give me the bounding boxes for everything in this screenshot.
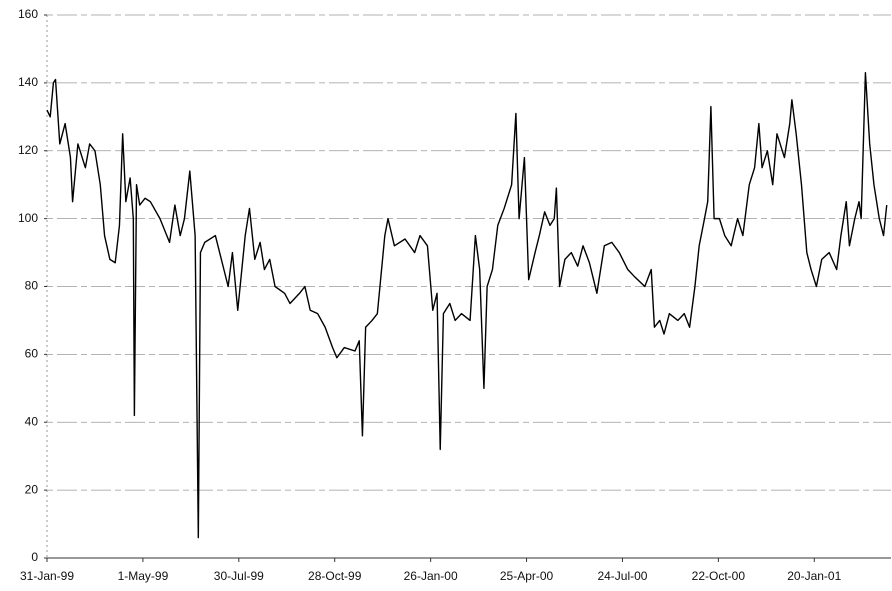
x-tick-label: 22-Oct-00 bbox=[692, 569, 746, 583]
x-tick-label: 20-Jan-01 bbox=[787, 569, 841, 583]
y-tick-label: 60 bbox=[25, 347, 39, 361]
y-tick-label: 160 bbox=[18, 7, 38, 21]
data-line bbox=[46, 71, 888, 539]
y-tick-label: 0 bbox=[31, 550, 38, 564]
x-tick-label: 31-Jan-99 bbox=[20, 569, 74, 583]
x-tick-label: 1-May-99 bbox=[118, 569, 169, 583]
x-tick-label: 28-Oct-99 bbox=[308, 569, 362, 583]
y-tick-label: 140 bbox=[18, 75, 38, 89]
y-tick-label: 40 bbox=[25, 414, 39, 428]
y-tick-label: 100 bbox=[18, 211, 38, 225]
x-tick-label: 25-Apr-00 bbox=[500, 569, 554, 583]
y-tick-label: 80 bbox=[25, 279, 39, 293]
x-tick-label: 24-Jul-00 bbox=[597, 569, 647, 583]
y-tick-label: 20 bbox=[25, 482, 39, 496]
x-tick-label: 30-Jul-99 bbox=[214, 569, 264, 583]
x-tick-label: 26-Jan-00 bbox=[404, 569, 458, 583]
y-tick-label: 120 bbox=[18, 143, 38, 157]
